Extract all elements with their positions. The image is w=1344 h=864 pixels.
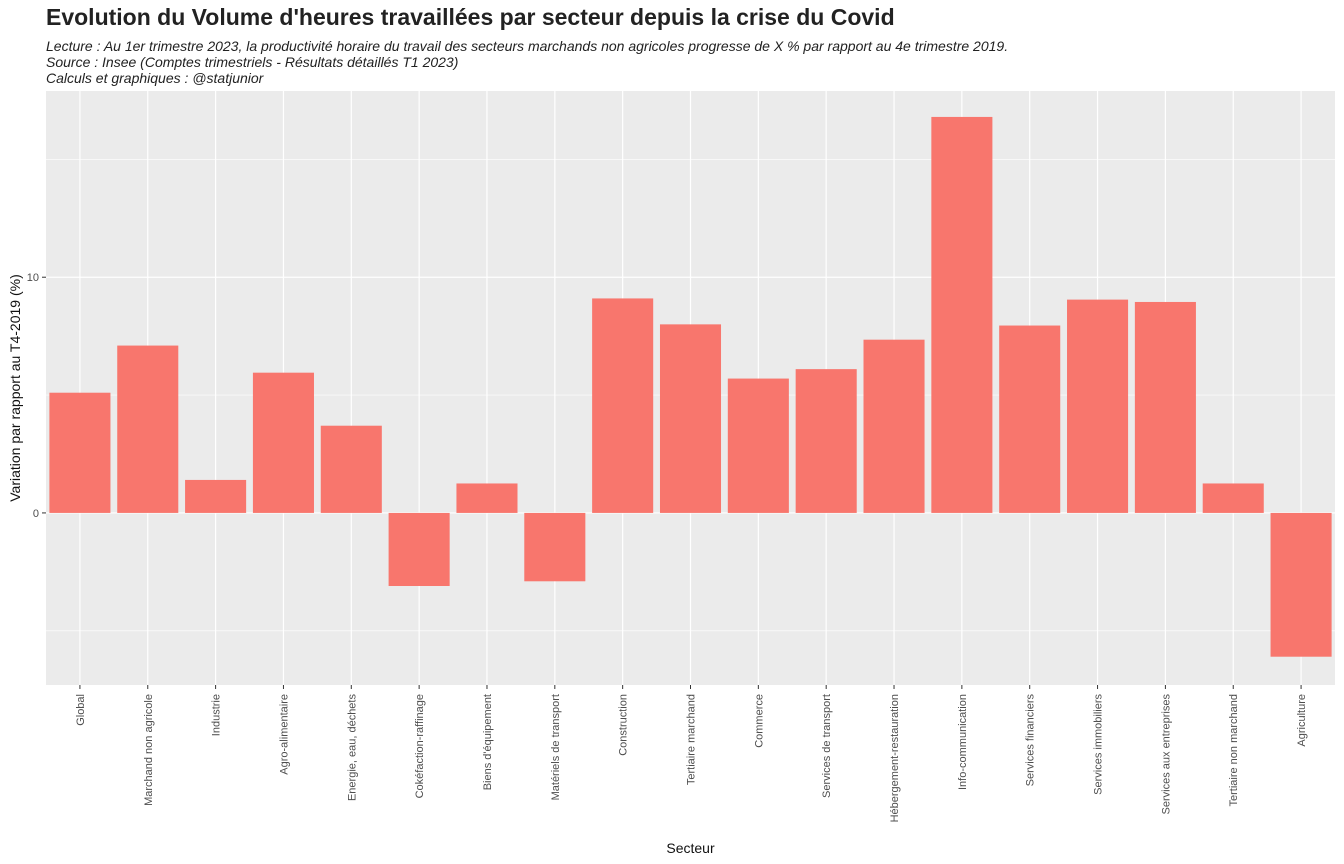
bar	[456, 483, 518, 513]
bar	[1067, 299, 1129, 513]
x-tick-label: Industrie	[211, 694, 223, 736]
x-axis: Global Marchand non agricole Industrie Agro…	[75, 685, 1308, 822]
x-tick-label: Biens d'équipement	[482, 694, 494, 790]
x-tick-label: Services immobiliers	[1093, 694, 1105, 795]
y-tick-label: 10	[27, 272, 39, 284]
bar	[49, 392, 111, 513]
y-tick-label: 0	[33, 508, 39, 520]
x-tick-label: Global	[75, 694, 87, 726]
x-tick-label: Info-communication	[957, 694, 969, 790]
y-axis: 0 10	[27, 272, 46, 520]
x-tick-label: Tertiaire marchand	[686, 694, 698, 785]
bar	[659, 324, 722, 513]
chart-subtitle-line-3: Calculs et graphiques : @statjunior	[46, 70, 264, 86]
bar	[524, 512, 586, 582]
x-axis-title: Secteur	[666, 840, 715, 856]
bar	[1270, 512, 1332, 657]
bar	[795, 369, 857, 513]
bar	[592, 298, 654, 513]
x-tick-label: Services aux entreprises	[1160, 694, 1172, 815]
bar	[320, 425, 382, 513]
bar	[117, 345, 179, 513]
chart-subtitle-line-2: Source : Insee (Comptes trimestriels - R…	[46, 54, 459, 70]
x-tick-label: Commerce	[753, 694, 765, 748]
x-tick-label: Energie, eau, déchets	[346, 694, 358, 802]
bar	[1202, 483, 1264, 513]
x-tick-label: Services financiers	[1025, 694, 1037, 787]
bar	[999, 325, 1061, 513]
x-tick-label: Marchand non agricole	[143, 694, 155, 806]
bar	[1134, 301, 1196, 513]
chart-subtitle-line-1: Lecture : Au 1er trimestre 2023, la prod…	[46, 38, 1009, 54]
bar	[388, 512, 450, 586]
x-tick-label: Services de transport	[821, 694, 833, 798]
x-tick-label: Tertiaire non marchand	[1228, 694, 1240, 807]
x-tick-label: Agro-alimentaire	[278, 694, 290, 775]
bar	[863, 339, 925, 513]
bar	[931, 116, 993, 513]
bar	[727, 378, 789, 513]
bar	[252, 372, 314, 513]
x-tick-label: Cokéfaction-raffinage	[414, 694, 426, 798]
x-tick-label: Hébergement-restauration	[889, 694, 901, 822]
y-axis-title: Variation par rapport au T4-2019 (%)	[7, 274, 23, 502]
x-tick-label: Matériels de transport	[550, 694, 562, 800]
x-tick-label: Agriculture	[1296, 694, 1308, 747]
x-tick-label: Construction	[618, 694, 630, 756]
bar	[185, 479, 247, 513]
chart-title: Evolution du Volume d'heures travaillées…	[46, 4, 895, 30]
bars	[49, 116, 1332, 657]
